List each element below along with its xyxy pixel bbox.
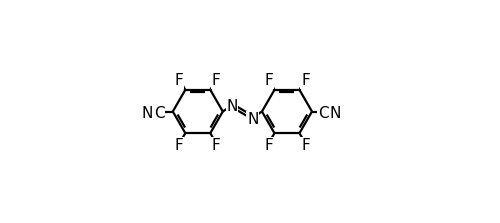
Text: F: F (301, 138, 310, 153)
Text: F: F (175, 74, 184, 89)
Text: N: N (142, 105, 154, 120)
Text: F: F (212, 138, 220, 153)
Text: N: N (247, 112, 258, 127)
Text: F: F (264, 74, 273, 89)
Text: C: C (154, 105, 164, 120)
Text: N: N (330, 105, 341, 120)
Text: F: F (264, 138, 273, 153)
Text: C: C (318, 105, 329, 120)
Text: F: F (175, 138, 184, 153)
Text: F: F (301, 74, 310, 89)
Text: F: F (212, 74, 220, 89)
Text: N: N (226, 99, 237, 114)
